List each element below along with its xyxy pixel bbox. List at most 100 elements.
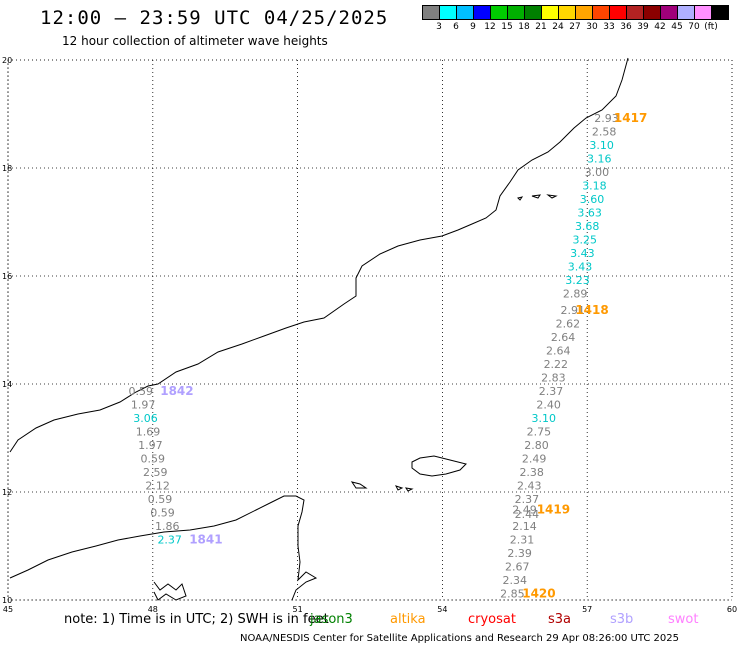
socotra-island [411,455,467,477]
wave-height-value: 3.63 [577,207,602,220]
credit-line: NOAA/NESDIS Center for Satellite Applica… [240,633,679,644]
wave-height-value: 2.58 [592,126,617,139]
legend-label: 3 [436,22,442,32]
legend-label: 39 [637,22,649,32]
track-label: 1417 [614,111,647,125]
track-1842: 0.591.973.061.691.970.592.592.120.590.59… [128,384,193,533]
wave-height-value: 2.91 [560,304,585,317]
wave-height-value: 2.80 [524,439,549,452]
wave-height-value: 2.49 [512,504,537,517]
wave-height-value: 2.14 [512,520,537,533]
legend-label: 6 [453,22,459,32]
lat-tick-label: 20 [2,56,12,65]
lat-tick-label: 10 [2,596,12,605]
wave-height-value: 3.16 [587,153,612,166]
wave-height-value: 1.86 [155,520,180,533]
satellite-swot: swot [668,612,699,627]
wave-height-value: 2.64 [546,344,571,357]
legend-label: 36 [620,22,632,32]
track-label: 1420 [522,586,555,600]
small-island [531,194,542,199]
legend-label: 70 [688,22,700,32]
small-island [395,485,404,491]
wave-height-value: 1.69 [136,425,161,438]
wave-height-value: 2.89 [563,288,588,301]
track-1841: 2.37 1841 [157,532,222,546]
legend-label: 30 [586,22,598,32]
wave-height-value: 2.49 [522,452,547,465]
wave-height-value: 3.25 [573,234,598,247]
legend-label: 33 [603,22,615,32]
wave-height-value: 2.59 [143,466,168,479]
wave-height-value: 2.39 [507,547,532,560]
wave-height-value: 2.75 [527,425,552,438]
track-label: 1418 [575,303,608,317]
wave-height-value: 3.00 [585,166,610,179]
wave-height-value: 1.97 [131,398,156,411]
wave-height-value: 2.40 [536,398,561,411]
track-1419: 2.492.442.142.312.392.672.34 1419 [503,503,571,587]
wave-height-value: 2.67 [505,560,530,573]
coastal-feature [153,581,187,601]
wave-height-value: 2.64 [551,331,576,344]
wave-height-value: 3.18 [582,180,607,193]
wave-height-value: 2.12 [145,479,170,492]
track-1417: 2.932.583.103.163.003.183.603.633.683.25… [565,111,647,287]
legend-label: 18 [518,22,530,32]
color-legend-labels: 3 6 9 12 15 18 21 24 27 30 33 36 39 42 45 70 (ft) [422,22,740,34]
legend-label: 12 [484,22,496,32]
wave-height-value: 3.06 [133,412,158,425]
track-label: 1842 [160,384,193,398]
legend-label: 9 [470,22,476,32]
legend-label: 42 [654,22,666,32]
track-label: 1419 [537,503,570,517]
wave-height-value: 3.10 [589,139,614,152]
wave-height-value: 2.34 [503,574,528,587]
wave-height-value: 3.43 [570,247,595,260]
satellite-cryosat: cryosat [468,612,516,627]
wave-height-value: 3.23 [565,274,590,287]
wave-height-value: 2.85 [500,587,525,600]
satellite-altika: altika [390,612,426,627]
wave-height-value: 2.38 [519,466,544,479]
satellite-jason3: jason3 [310,612,353,627]
lon-tick-label: 54 [437,605,447,614]
small-island [404,487,414,492]
lat-tick-label: 18 [2,164,12,173]
wave-height-value: 0.59 [128,385,153,398]
legend-label: 27 [569,22,581,32]
wave-height-value: 3.10 [532,412,557,425]
wave-height-value: 2.22 [544,358,569,371]
legend-label: 21 [535,22,547,32]
wave-height-value: 2.93 [594,112,619,125]
lat-tick-label: 14 [2,380,12,389]
wave-height-value: 3.60 [580,193,605,206]
wave-height-value: 2.37 [515,493,540,506]
wave-height-value: 0.59 [150,506,175,519]
wave-height-value: 2.37 [157,533,182,546]
lat-tick-label: 16 [2,272,12,281]
wave-height-value: 0.59 [148,493,173,506]
legend-label: 24 [552,22,564,32]
wave-height-value: 2.37 [539,385,564,398]
wave-height-value: 0.59 [141,452,166,465]
altimeter-tracks: 2.932.583.103.163.003.183.603.633.683.25… [128,111,647,600]
legend-label: (ft) [704,22,718,32]
small-island [350,481,368,489]
wave-height-value: 2.44 [515,508,540,521]
satellite-s3b: s3b [610,612,634,627]
page-title: 12:00 – 23:59 UTC 04/25/2025 [40,7,389,29]
lon-tick-label: 48 [148,605,158,614]
arabian-coastline [9,57,629,453]
legend-label: 45 [671,22,683,32]
satellite-s3a: s3a [548,612,572,627]
wave-height-value: 2.31 [510,533,535,546]
wave-height-value: 2.43 [517,479,542,492]
lat-lon-grid [7,59,733,601]
color-legend [422,5,729,20]
lon-tick-label: 57 [582,605,592,614]
page-subtitle: 12 hour collection of altimeter wave hei… [62,34,328,48]
lon-tick-label: 45 [3,605,13,614]
